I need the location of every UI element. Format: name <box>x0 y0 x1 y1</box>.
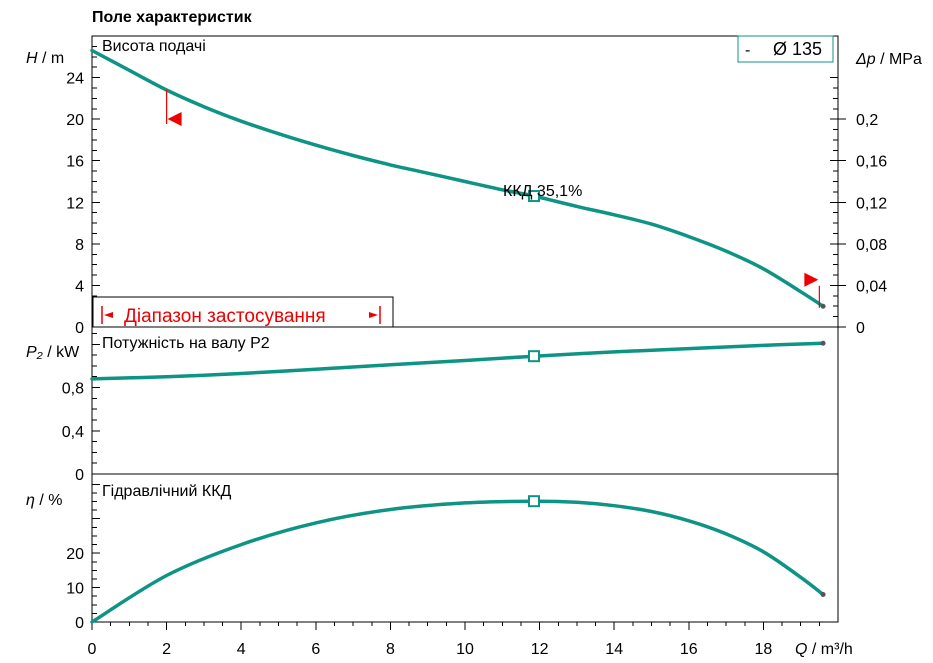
efficiency-curve <box>90 499 825 624</box>
x-tick-label: 14 <box>605 641 623 658</box>
efficiency-panel-label: Гідравлічний ККД <box>102 483 232 500</box>
head-curve <box>90 48 825 308</box>
x-tick-label: 0 <box>88 641 97 658</box>
efficiency-y-axis-label: η / % <box>26 492 62 509</box>
application-range-box: Діапазон застосування <box>92 296 394 328</box>
head-curve-end <box>820 303 826 309</box>
power-y-tick-label: 0,4 <box>62 424 84 441</box>
x-tick-label: 16 <box>680 641 698 658</box>
legend-symbol: - <box>745 42 750 59</box>
head-y-tick-label: 8 <box>75 237 84 254</box>
pressure-tick-label: 0,12 <box>856 195 887 212</box>
pressure-tick-label: 0 <box>856 320 865 337</box>
power-operating-point <box>528 350 541 363</box>
x-tick-label: 18 <box>755 641 773 658</box>
x-tick-label: 10 <box>456 641 474 658</box>
pressure-tick-label: 0,2 <box>856 112 878 129</box>
pressure-tick-label: 0,04 <box>856 278 887 295</box>
efficiency-y-tick-label: 0 <box>75 615 84 632</box>
efficiency-y-tick-label: 10 <box>66 581 84 598</box>
range-end-arrow <box>804 272 819 287</box>
head-y-tick-label: 16 <box>66 154 84 171</box>
x-tick-label: 8 <box>386 641 395 658</box>
x-tick-label: 12 <box>531 641 549 658</box>
x-tick-label: 4 <box>237 641 246 658</box>
power-y-tick-label: 0,8 <box>62 381 84 398</box>
power-panel-label: Потужність на валу P2 <box>102 335 270 352</box>
head-y-tick-label: 12 <box>66 195 84 212</box>
x-tick-label: 6 <box>311 641 320 658</box>
head-panel-label: Висота подачі <box>102 38 206 55</box>
power-y-tick-label: 0 <box>75 467 84 484</box>
range-start-arrow <box>167 112 182 127</box>
head-y-tick-label: 4 <box>75 278 84 295</box>
power-y-axis-label: P₂ / kW <box>26 344 80 361</box>
head-y-axis-label: H / m <box>26 50 64 67</box>
power-curve-end <box>820 340 826 346</box>
application-range-label: Діапазон застосування <box>124 306 326 327</box>
efficiency-annotation: ККД 35,1% <box>503 183 582 200</box>
x-tick-label: 2 <box>162 641 171 658</box>
efficiency-curve-end <box>820 591 826 597</box>
legend-label: Ø 135 <box>773 39 822 59</box>
head-operating-point <box>528 190 541 203</box>
efficiency-y-tick-label: 20 <box>66 546 84 563</box>
power-curve <box>90 341 825 381</box>
chart-title: Поле характеристик <box>92 9 253 26</box>
right-axis-label: Δp / MPa <box>855 51 922 68</box>
x-axis-label: Q / m³/h <box>795 641 853 658</box>
pressure-tick-label: 0,16 <box>856 154 887 171</box>
efficiency-operating-point <box>528 495 541 508</box>
head-y-tick-label: 0 <box>75 320 84 337</box>
legend: - Ø 135 <box>737 35 834 63</box>
head-y-tick-label: 20 <box>66 112 84 129</box>
pressure-tick-label: 0,08 <box>856 237 887 254</box>
head-y-tick-label: 24 <box>66 71 84 88</box>
